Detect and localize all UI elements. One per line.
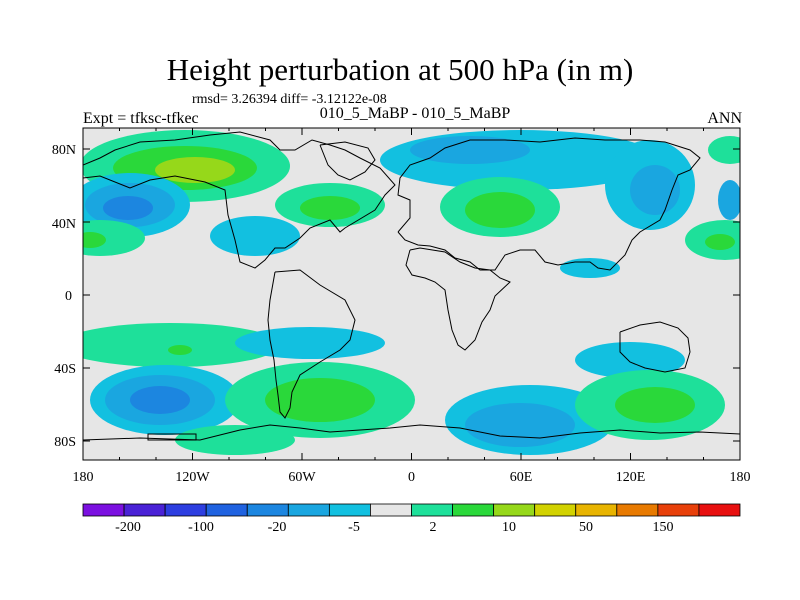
lat-tick-label: 80S (54, 435, 76, 450)
coastline-north-america (83, 131, 396, 269)
contour-fills (83, 130, 740, 455)
contour-region (705, 234, 735, 250)
colorbar-swatch (123, 503, 166, 517)
colorbar-swatch (616, 503, 659, 517)
season-label: ANN (707, 110, 742, 127)
contour-region (708, 136, 740, 164)
colorbar-label: -100 (188, 520, 214, 535)
contour-region (155, 157, 235, 183)
colorbar-swatch (657, 503, 700, 517)
colorbar-swatch (370, 503, 412, 517)
colorbar (82, 503, 741, 517)
stats-label: rmsd= 3.26394 diff= -3.12122e-08 (192, 92, 387, 107)
coastline-antarctica (83, 424, 740, 441)
lon-tick-label: 180 (730, 470, 751, 485)
contour-region (235, 327, 385, 359)
coastline-ross-shelf (147, 433, 197, 441)
contour-region (103, 196, 153, 220)
lon-tick-label: 120E (616, 470, 646, 485)
colorbar-swatch (493, 503, 536, 517)
contour-region (465, 192, 535, 228)
colorbar-swatch (534, 503, 577, 517)
colorbar-swatch (575, 503, 618, 517)
contour-region (130, 386, 190, 414)
coastline-australia (619, 321, 691, 373)
comparison-label: 010_5_MaBP - 010_5_MaBP (319, 105, 511, 122)
contour-region (168, 345, 192, 355)
contour-region (83, 232, 106, 248)
colorbar-swatch (287, 503, 330, 517)
colorbar-label: 150 (653, 520, 674, 535)
lon-tick-label: 60W (288, 470, 316, 485)
colorbar-label: -20 (268, 520, 287, 535)
lon-tick-label: 60E (510, 470, 533, 485)
contour-region (560, 258, 620, 278)
contour-region (265, 378, 375, 422)
contour-region (83, 220, 145, 256)
contour-region (718, 180, 740, 220)
colorbar-swatch (205, 503, 248, 517)
colorbar-swatch (452, 503, 495, 517)
colorbar-swatch (698, 503, 741, 517)
colorbar-swatch (82, 503, 125, 517)
contour-region (83, 323, 280, 367)
contour-region (465, 403, 575, 447)
contour-region (175, 425, 295, 455)
contour-region (615, 387, 695, 423)
contour-region (300, 196, 360, 220)
colorbar-swatch (164, 503, 207, 517)
colorbar-swatch (246, 503, 289, 517)
colorbar-label: 2 (430, 520, 437, 535)
coastline-eurasia (397, 137, 701, 271)
colorbar-swatch (328, 503, 371, 517)
coastline-greenland (319, 141, 376, 181)
coastlines (83, 131, 740, 441)
lat-tick-label: 40N (52, 217, 76, 232)
experiment-label: Expt = tfksc-tfkec (83, 110, 199, 127)
lat-tick-label: 0 (65, 289, 72, 304)
colorbar-swatch (411, 503, 453, 517)
coastline-africa (405, 247, 511, 351)
colorbar-label: -200 (115, 520, 141, 535)
lon-tick-label: 0 (408, 470, 415, 485)
chart-title: Height perturbation at 500 hPa (in m) (166, 52, 634, 87)
contour-region (410, 136, 530, 164)
contour-region (210, 216, 300, 256)
lat-tick-label: 40S (54, 362, 76, 377)
colorbar-label: 10 (502, 520, 516, 535)
contour-region (575, 342, 685, 378)
lon-tick-label: 180 (73, 470, 94, 485)
lat-tick-label: 80N (52, 143, 76, 158)
colorbar-label: -5 (348, 520, 360, 535)
axis-ticks (82, 128, 741, 460)
coastline-south-america (267, 269, 356, 419)
colorbar-label: 50 (579, 520, 593, 535)
lon-tick-label: 120W (175, 470, 210, 485)
